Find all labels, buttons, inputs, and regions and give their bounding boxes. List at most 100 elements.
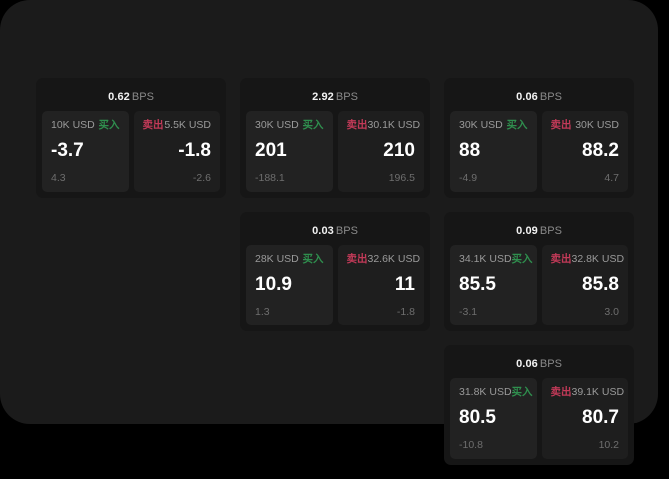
quote-column-3: 0.06 BPS 30K USD 买入 88 -4.9 卖出: [444, 78, 634, 479]
sell-side[interactable]: 卖出 5.5K USD -1.8 -2.6: [133, 111, 220, 192]
sell-action-label: 卖出: [142, 119, 164, 132]
bps-value: 2.92: [312, 91, 334, 103]
card-header: 0.06 BPS: [450, 84, 628, 111]
sell-quantity: 30K USD: [575, 119, 619, 132]
sell-delta: 196.5: [388, 172, 415, 184]
bps-value: 0.03: [312, 224, 334, 237]
buy-action-label: 买入: [511, 386, 533, 399]
card-sides: 31.8K USD 买入 80.5 -10.8 卖出 39.1K USD 80.…: [450, 378, 628, 459]
bps-card[interactable]: 0.06 BPS 30K USD 买入 88 -4.9 卖出: [444, 78, 634, 198]
sell-price: -1.8: [178, 140, 211, 161]
buy-delta: -188.1: [255, 172, 285, 184]
sell-action-label: 卖出: [550, 119, 572, 132]
sell-delta: 10.2: [598, 439, 619, 451]
sell-delta: -2.6: [192, 172, 211, 184]
buy-action-label: 买入: [506, 119, 528, 132]
sell-side-top: 卖出 30.1K USD: [346, 119, 421, 132]
card-sides: 28K USD 买入 10.9 1.3 卖出 32.6K USD 11 -1.8: [246, 244, 424, 325]
buy-price: -3.7: [51, 140, 84, 161]
bps-value: 0.06: [516, 91, 538, 103]
sell-side-top: 卖出 30K USD: [551, 119, 620, 132]
bps-unit: BPS: [539, 224, 562, 237]
buy-delta: 4.3: [51, 172, 66, 184]
sell-delta: 3.0: [604, 305, 619, 318]
sell-action-label: 卖出: [346, 119, 368, 132]
buy-price: 80.5: [459, 407, 496, 428]
buy-quantity: 30K USD: [459, 119, 503, 132]
sell-side[interactable]: 卖出 30K USD 88.2 4.7: [541, 111, 628, 192]
sell-quantity: 39.1K USD: [571, 386, 625, 399]
buy-delta: -10.8: [459, 439, 483, 451]
bps-unit: BPS: [335, 224, 358, 237]
sell-price: 85.8: [582, 273, 619, 295]
sell-action-label: 卖出: [550, 252, 572, 265]
buy-delta: 1.3: [255, 305, 270, 318]
buy-quantity: 34.1K USD: [459, 252, 512, 265]
buy-side-top: 31.8K USD 买入: [459, 386, 533, 399]
sell-action-label: 卖出: [346, 252, 368, 265]
bps-card[interactable]: 0.03 BPS 28K USD 买入 10.9 1.3 卖出: [240, 211, 430, 331]
buy-price: 10.9: [255, 273, 292, 295]
sell-quantity: 32.8K USD: [571, 252, 625, 265]
sell-quantity: 5.5K USD: [164, 119, 211, 132]
sell-quantity: 30.1K USD: [367, 119, 421, 132]
quote-board: 0.62 BPS 10K USD 买入 -3.7 4.3 卖出: [36, 78, 636, 465]
app-frame: 0.62 BPS 10K USD 买入 -3.7 4.3 卖出: [0, 0, 658, 465]
sell-side[interactable]: 卖出 32.6K USD 11 -1.8: [337, 244, 424, 325]
buy-side-top: 30K USD 买入: [459, 119, 528, 132]
buy-action-label: 买入: [511, 252, 533, 265]
bps-unit: BPS: [131, 91, 154, 103]
card-sides: 30K USD 买入 88 -4.9 卖出 30K USD 88.2 4.7: [450, 111, 628, 192]
buy-quantity: 30K USD: [255, 119, 299, 132]
card-header: 0.62 BPS: [42, 84, 220, 111]
bps-value: 0.62: [108, 91, 130, 103]
card-header: 0.06 BPS: [450, 351, 628, 378]
card-header: 0.03 BPS: [246, 218, 424, 245]
sell-side-top: 卖出 32.8K USD: [550, 252, 625, 266]
sell-delta: -1.8: [396, 305, 415, 318]
sell-delta: 4.7: [604, 172, 619, 184]
card-header: 0.09 BPS: [450, 218, 628, 245]
buy-side[interactable]: 10K USD 买入 -3.7 4.3: [42, 111, 129, 192]
bps-card[interactable]: 0.09 BPS 34.1K USD 买入 85.5 -3.1 卖出: [444, 211, 634, 331]
bps-unit: BPS: [539, 358, 562, 370]
bps-value: 0.09: [516, 224, 538, 237]
buy-action-label: 买入: [302, 252, 324, 265]
buy-delta: -4.9: [459, 172, 478, 184]
bps-unit: BPS: [539, 91, 562, 103]
buy-side[interactable]: 30K USD 买入 201 -188.1: [246, 111, 333, 192]
sell-price: 80.7: [582, 407, 619, 428]
sell-side-top: 卖出 39.1K USD: [551, 386, 625, 399]
bps-card[interactable]: 0.06 BPS 31.8K USD 买入 80.5 -10.8 卖出: [444, 345, 634, 465]
sell-price: 210: [383, 140, 415, 161]
sell-side[interactable]: 卖出 30.1K USD 210 196.5: [337, 111, 424, 192]
card-header: 2.92 BPS: [246, 84, 424, 111]
sell-price: 88.2: [582, 140, 619, 161]
card-sides: 30K USD 买入 201 -188.1 卖出 30.1K USD 210 1…: [246, 111, 424, 192]
bps-value: 0.06: [516, 358, 538, 370]
buy-side[interactable]: 31.8K USD 买入 80.5 -10.8: [450, 378, 537, 459]
sell-price: 11: [394, 273, 415, 295]
buy-side[interactable]: 28K USD 买入 10.9 1.3: [246, 244, 333, 325]
buy-side-top: 10K USD 买入: [51, 119, 120, 132]
buy-side[interactable]: 30K USD 买入 88 -4.9: [450, 111, 537, 192]
sell-side-top: 卖出 5.5K USD: [143, 119, 212, 132]
buy-quantity: 10K USD: [51, 119, 95, 132]
bps-unit: BPS: [335, 91, 358, 103]
bps-card[interactable]: 0.62 BPS 10K USD 买入 -3.7 4.3 卖出: [36, 78, 226, 198]
buy-price: 85.5: [459, 273, 496, 295]
buy-action-label: 买入: [302, 119, 324, 132]
buy-delta: -3.1: [459, 305, 478, 318]
buy-side[interactable]: 34.1K USD 买入 85.5 -3.1: [450, 244, 537, 325]
bps-card[interactable]: 2.92 BPS 30K USD 买入 201 -188.1 卖出: [240, 78, 430, 198]
buy-side-top: 30K USD 买入: [255, 119, 324, 132]
quote-column-1: 0.62 BPS 10K USD 买入 -3.7 4.3 卖出: [36, 78, 226, 212]
sell-quantity: 32.6K USD: [367, 252, 421, 265]
buy-action-label: 买入: [98, 119, 120, 132]
sell-side[interactable]: 卖出 39.1K USD 80.7 10.2: [541, 378, 628, 459]
sell-side[interactable]: 卖出 32.8K USD 85.8 3.0: [541, 244, 628, 325]
card-sides: 34.1K USD 买入 85.5 -3.1 卖出 32.8K USD 85.8…: [450, 244, 628, 325]
sell-side-top: 卖出 32.6K USD: [346, 252, 421, 266]
buy-price: 201: [255, 140, 287, 161]
buy-quantity: 28K USD: [255, 252, 299, 265]
